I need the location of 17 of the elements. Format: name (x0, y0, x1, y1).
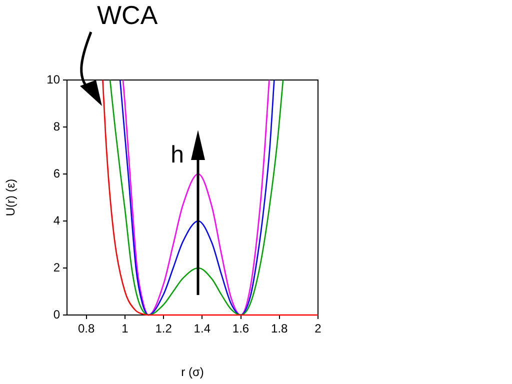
x-tick-label: 1.2 (155, 322, 172, 336)
x-tick-label: 2 (314, 322, 322, 336)
y-axis-title: U(r) (ε) (4, 178, 18, 216)
y-tick-label: 4 (53, 213, 60, 228)
y-tick-label: 6 (53, 166, 60, 180)
x-tick-label: 1 (122, 322, 129, 336)
x-tick-label: 1.8 (271, 322, 288, 336)
x-axis-title: r (σ) (181, 365, 204, 380)
y-tick-label: 8 (53, 119, 60, 134)
x-tick-label: 0.8 (78, 322, 95, 336)
x-tick-label: 1.4 (194, 322, 211, 336)
text: WCA (97, 0, 158, 30)
annotation: h (170, 142, 184, 169)
y-tick-label: 10 (46, 72, 60, 86)
x-tick-label: 1.6 (232, 322, 250, 336)
y-tick-label: 0 (53, 307, 60, 322)
y-tick-label: 2 (53, 260, 60, 274)
